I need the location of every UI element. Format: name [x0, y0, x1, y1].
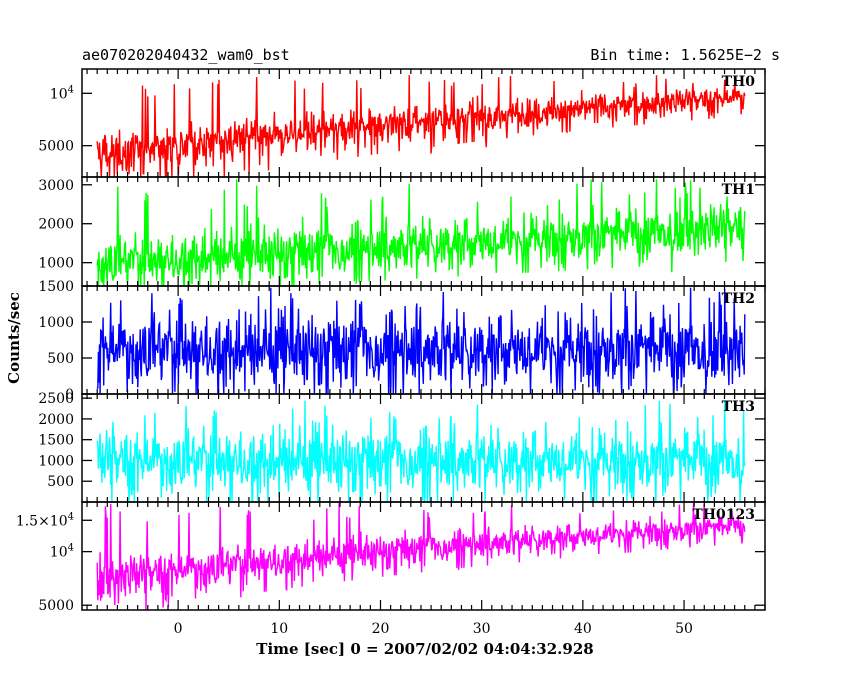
y-tick-label: 1000	[38, 256, 74, 272]
y-tick-label: 1500	[38, 433, 74, 449]
y-tick-label: 3000	[38, 178, 74, 194]
y-tick-label: 0	[65, 387, 74, 403]
panel-th3: 500 1000 1500 2000 2500 TH3	[38, 391, 766, 503]
series-th0	[96, 75, 746, 177]
y-tick-label: 2000	[38, 412, 74, 428]
y-tick-label: 1000	[38, 453, 74, 469]
y-tick-label: 500	[47, 351, 74, 367]
series-th3	[96, 400, 746, 502]
y-tick-label: 2500	[38, 391, 74, 407]
x-tick-label: 50	[675, 621, 693, 637]
series-th0123	[96, 502, 746, 610]
panel-th0: 5000 104 TH0	[38, 68, 766, 178]
y-tick-label: 1000	[38, 315, 74, 331]
y-tick-label: 5000	[38, 139, 74, 155]
panel-th0123: 5000 104 1.5×104 TH0123	[16, 501, 766, 614]
panel-th1: 1000 2000 3000 TH1	[38, 176, 766, 287]
y-tick-label: 104	[50, 84, 74, 102]
x-tick-label: 0	[174, 621, 183, 637]
bin-time-label: Bin time: 1.5625E−2 s	[590, 46, 780, 64]
y-axis-label: Counts/sec	[5, 292, 23, 384]
panel-label-th2: TH2	[722, 291, 755, 307]
y-tick-label: 2000	[38, 217, 74, 233]
y-tick-label: 500	[47, 474, 74, 490]
panel-label-th3: TH3	[722, 399, 755, 415]
panel-label-th1: TH1	[722, 182, 755, 198]
y-tick-label: 1500	[38, 279, 74, 295]
y-tick-label: 5000	[38, 598, 74, 614]
x-tick-label: 10	[270, 621, 288, 637]
panel-label-th0123: TH0123	[692, 507, 755, 523]
panel-frame	[81, 501, 766, 611]
series-th1	[96, 179, 746, 286]
x-tick-label: 30	[473, 621, 491, 637]
y-tick-label: 1.5×104	[16, 511, 74, 529]
y-tick-label: 104	[50, 543, 74, 561]
x-tick-label: 20	[372, 621, 390, 637]
x-tick-label: 40	[574, 621, 592, 637]
figure-title: ae070202040432_wam0_bst	[82, 46, 290, 64]
panel-label-th0: TH0	[722, 74, 756, 90]
x-axis-label: Time [sec] 0 = 2007/02/02 04:04:32.928	[256, 640, 593, 658]
panel-th2: 0 500 1000 1500 TH2	[38, 279, 766, 403]
series-th2	[96, 287, 746, 394]
